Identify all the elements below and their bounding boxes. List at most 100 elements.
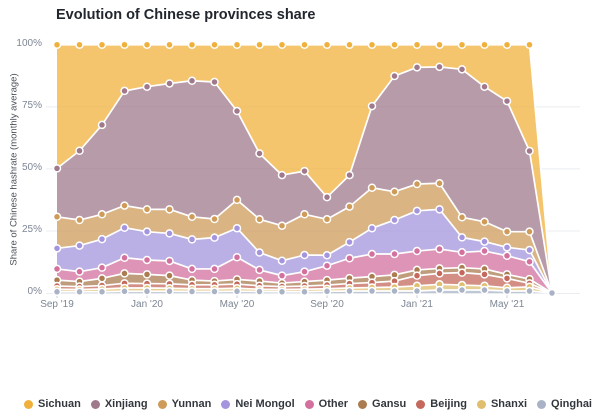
marker-nei-mongol[interactable] bbox=[210, 233, 219, 242]
marker-qinghai[interactable] bbox=[142, 287, 152, 296]
marker-sichuan[interactable] bbox=[345, 40, 354, 49]
marker-beijing[interactable] bbox=[435, 269, 444, 278]
marker-yunnan[interactable] bbox=[187, 212, 197, 222]
marker-yunnan[interactable] bbox=[345, 202, 354, 211]
marker-yunnan[interactable] bbox=[390, 187, 399, 196]
marker-xinjiang[interactable] bbox=[187, 76, 197, 85]
marker-yunnan[interactable] bbox=[480, 217, 489, 227]
marker-xinjiang[interactable] bbox=[345, 170, 354, 180]
marker-qinghai[interactable] bbox=[232, 287, 242, 296]
marker-xinjiang[interactable] bbox=[322, 192, 332, 202]
marker-other[interactable] bbox=[165, 256, 174, 266]
marker-nei-mongol[interactable] bbox=[52, 244, 62, 253]
marker-sichuan[interactable] bbox=[52, 40, 62, 49]
marker-yunnan[interactable] bbox=[367, 183, 377, 192]
marker-yunnan[interactable] bbox=[232, 195, 242, 205]
legend-item-other[interactable]: Other bbox=[304, 398, 348, 410]
marker-xinjiang[interactable] bbox=[277, 170, 287, 180]
marker-qinghai[interactable] bbox=[300, 287, 309, 297]
marker-sichuan[interactable] bbox=[165, 40, 174, 49]
marker-sichuan[interactable] bbox=[525, 40, 534, 49]
marker-qinghai[interactable] bbox=[457, 285, 467, 295]
marker-yunnan[interactable] bbox=[277, 221, 287, 230]
marker-qinghai[interactable] bbox=[502, 286, 512, 296]
marker-qinghai[interactable] bbox=[52, 287, 62, 297]
marker-other[interactable] bbox=[300, 267, 309, 276]
marker-xinjiang[interactable] bbox=[165, 79, 174, 88]
legend-item-nei-mongol[interactable]: Nei Mongol bbox=[221, 398, 295, 410]
marker-yunnan[interactable] bbox=[142, 205, 152, 214]
marker-gansu[interactable] bbox=[97, 274, 107, 283]
marker-qinghai[interactable] bbox=[480, 285, 489, 295]
marker-beijing[interactable] bbox=[502, 274, 512, 283]
marker-nei-mongol[interactable] bbox=[457, 233, 467, 242]
marker-sichuan[interactable] bbox=[480, 40, 489, 49]
legend-item-gansu[interactable]: Gansu bbox=[358, 398, 406, 410]
marker-beijing[interactable] bbox=[457, 268, 467, 277]
marker-sichuan[interactable] bbox=[120, 40, 129, 49]
marker-sichuan[interactable] bbox=[502, 40, 512, 49]
marker-yunnan[interactable] bbox=[52, 212, 62, 222]
marker-qinghai[interactable] bbox=[322, 287, 332, 296]
marker-qinghai[interactable] bbox=[277, 287, 287, 297]
marker-qinghai[interactable] bbox=[210, 287, 219, 296]
marker-xinjiang[interactable] bbox=[120, 86, 129, 96]
marker-sichuan[interactable] bbox=[255, 40, 264, 49]
marker-sichuan[interactable] bbox=[187, 40, 197, 49]
marker-other[interactable] bbox=[525, 257, 534, 266]
marker-other[interactable] bbox=[142, 255, 152, 265]
marker-yunnan[interactable] bbox=[255, 215, 264, 224]
marker-yunnan[interactable] bbox=[435, 179, 444, 188]
marker-nei-mongol[interactable] bbox=[367, 223, 377, 233]
marker-sichuan[interactable] bbox=[75, 40, 84, 49]
marker-nei-mongol[interactable] bbox=[75, 241, 84, 250]
marker-qinghai[interactable] bbox=[547, 288, 557, 298]
marker-xinjiang[interactable] bbox=[142, 82, 152, 91]
marker-nei-mongol[interactable] bbox=[97, 234, 107, 244]
marker-qinghai[interactable] bbox=[120, 287, 129, 296]
marker-sichuan[interactable] bbox=[232, 40, 242, 49]
marker-nei-mongol[interactable] bbox=[322, 251, 332, 260]
legend-item-shanxi[interactable]: Shanxi bbox=[476, 398, 527, 410]
marker-xinjiang[interactable] bbox=[457, 65, 467, 74]
marker-other[interactable] bbox=[435, 244, 444, 254]
marker-other[interactable] bbox=[232, 253, 242, 262]
marker-other[interactable] bbox=[345, 253, 354, 263]
marker-nei-mongol[interactable] bbox=[435, 205, 444, 214]
marker-yunnan[interactable] bbox=[165, 205, 174, 214]
marker-qinghai[interactable] bbox=[525, 286, 534, 296]
marker-sichuan[interactable] bbox=[142, 40, 152, 49]
marker-sichuan[interactable] bbox=[300, 40, 309, 49]
marker-xinjiang[interactable] bbox=[367, 101, 377, 111]
marker-xinjiang[interactable] bbox=[412, 63, 422, 72]
marker-yunnan[interactable] bbox=[322, 215, 332, 224]
marker-xinjiang[interactable] bbox=[300, 166, 309, 176]
marker-nei-mongol[interactable] bbox=[232, 223, 242, 233]
marker-xinjiang[interactable] bbox=[210, 77, 219, 87]
marker-qinghai[interactable] bbox=[75, 287, 84, 297]
marker-nei-mongol[interactable] bbox=[120, 223, 129, 232]
legend-item-sichuan[interactable]: Sichuan bbox=[24, 398, 81, 410]
marker-yunnan[interactable] bbox=[525, 227, 534, 236]
marker-yunnan[interactable] bbox=[300, 210, 309, 219]
marker-xinjiang[interactable] bbox=[75, 146, 84, 156]
marker-nei-mongol[interactable] bbox=[390, 215, 399, 225]
marker-nei-mongol[interactable] bbox=[187, 235, 197, 244]
marker-nei-mongol[interactable] bbox=[502, 243, 512, 252]
marker-other[interactable] bbox=[210, 264, 219, 274]
marker-sichuan[interactable] bbox=[412, 40, 422, 49]
marker-sichuan[interactable] bbox=[97, 40, 107, 49]
marker-nei-mongol[interactable] bbox=[345, 237, 354, 247]
marker-yunnan[interactable] bbox=[502, 227, 512, 236]
marker-sichuan[interactable] bbox=[435, 40, 444, 49]
marker-other[interactable] bbox=[187, 264, 197, 274]
legend-item-beijing[interactable]: Beijing bbox=[416, 398, 467, 410]
marker-yunnan[interactable] bbox=[210, 214, 219, 224]
marker-other[interactable] bbox=[322, 261, 332, 270]
marker-other[interactable] bbox=[120, 253, 129, 262]
marker-beijing[interactable] bbox=[480, 270, 489, 279]
marker-qinghai[interactable] bbox=[165, 287, 174, 296]
marker-qinghai[interactable] bbox=[367, 286, 377, 296]
marker-xinjiang[interactable] bbox=[480, 82, 489, 91]
marker-other[interactable] bbox=[480, 246, 489, 256]
